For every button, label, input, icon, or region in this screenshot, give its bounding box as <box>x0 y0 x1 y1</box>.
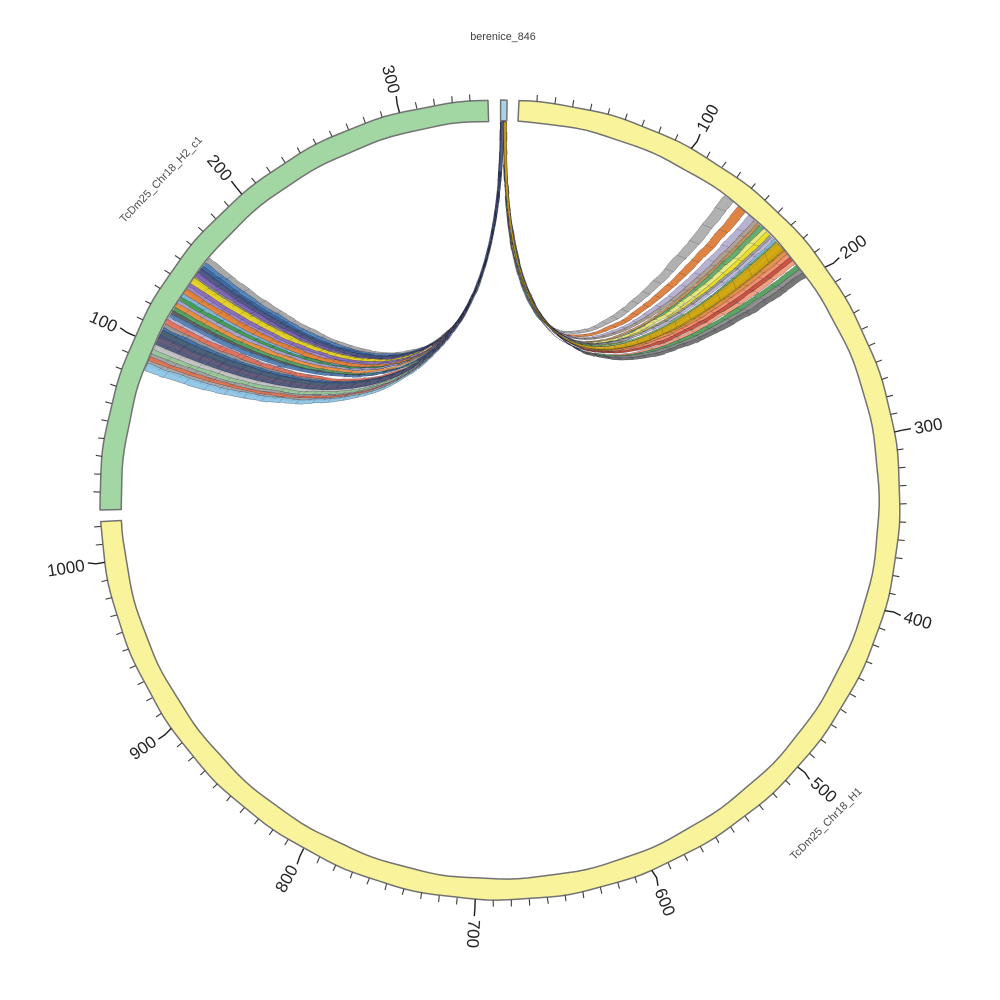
svg-text:300: 300 <box>913 414 944 438</box>
svg-text:berenice_846: berenice_846 <box>470 31 535 43</box>
svg-text:700: 700 <box>463 919 484 949</box>
